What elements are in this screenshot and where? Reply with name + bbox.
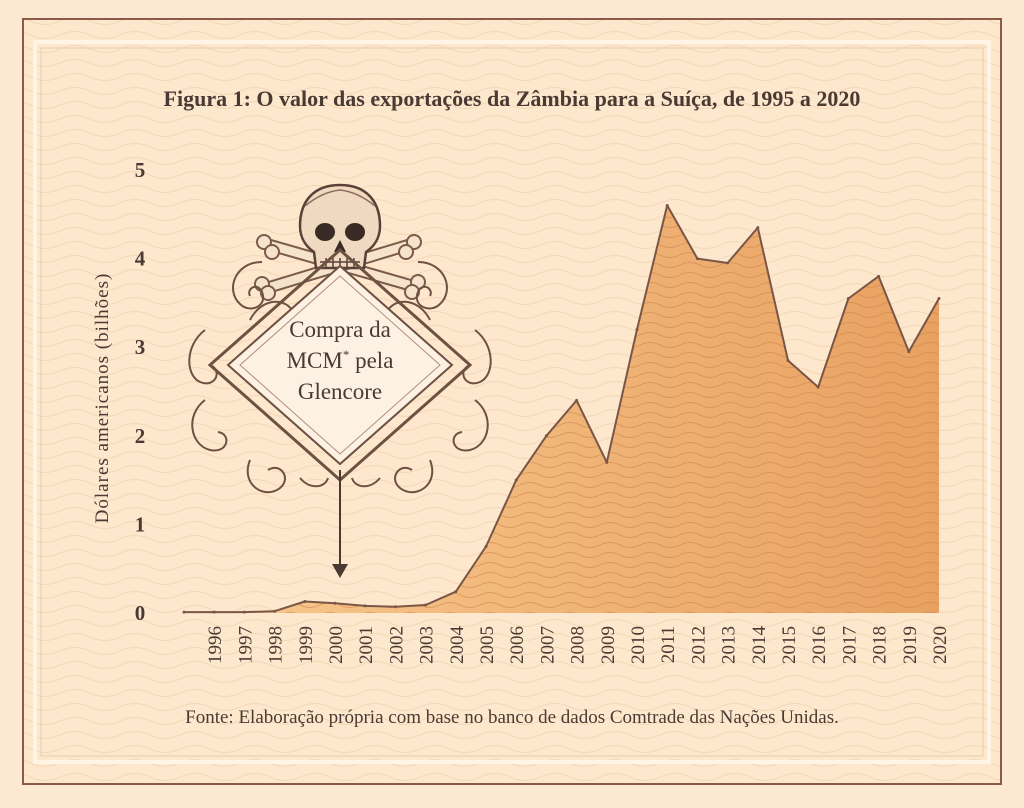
data-point-1997 [242, 610, 246, 614]
x-tick-label: 2020 [930, 626, 951, 664]
annotation-line-2: MCM* pela [287, 347, 394, 373]
data-point-1999 [303, 599, 307, 603]
data-point-2010 [635, 327, 639, 331]
x-tick-label: 2013 [719, 626, 740, 664]
data-point-1998 [273, 609, 277, 613]
x-tick-label: 2014 [749, 626, 770, 665]
x-tick-labels: 1996 1997 1998 1999 2000 2001 2002 2003 2004 2005… [205, 626, 951, 665]
x-tick-label: 2012 [688, 626, 709, 664]
x-tick-label: 2009 [598, 626, 619, 664]
x-tick-label: 2010 [628, 626, 649, 664]
inner-frame-light [33, 40, 991, 764]
series-line [184, 204, 940, 614]
data-point-2018 [877, 274, 881, 278]
x-tick-label: 2019 [900, 626, 921, 664]
data-point-2012 [695, 257, 699, 261]
data-point-2016 [816, 385, 820, 389]
x-tick-label: 1999 [296, 626, 317, 664]
y-tick-label: 0 [135, 601, 146, 625]
data-point-2020 [937, 296, 941, 300]
data-point-2008 [575, 398, 579, 402]
x-tick-label: 2002 [386, 626, 407, 664]
data-point-2014 [756, 226, 760, 230]
annotation-line-3: Glencore [298, 379, 382, 404]
area-texture [184, 205, 939, 613]
y-tick-label: 5 [135, 158, 146, 182]
x-tick-label: 2000 [326, 626, 347, 664]
data-point-2005 [484, 545, 488, 549]
data-point-2004 [454, 590, 458, 594]
data-point-2000 [333, 601, 337, 605]
x-tick-label: 2003 [417, 626, 438, 664]
data-point-2013 [726, 261, 730, 265]
y-tick-label: 1 [135, 512, 146, 536]
inner-frame [40, 47, 984, 757]
x-tick-label: 2016 [809, 626, 830, 664]
annotation-line-1: Compra da [289, 317, 391, 342]
x-tick-label: 2005 [477, 626, 498, 664]
chart-title: Figura 1: O valor das exportações da Zâm… [164, 86, 861, 111]
y-tick-labels: 0 1 2 3 4 5 [135, 158, 146, 625]
data-point-2009 [605, 460, 609, 464]
scroll-ornament [188, 261, 492, 494]
data-point-2017 [846, 296, 850, 300]
x-tick-label: 2007 [537, 626, 558, 664]
x-tick-label: 2001 [356, 626, 377, 664]
annotation-frame [226, 264, 454, 466]
source-note: Fonte: Elaboração própria com base no ba… [185, 707, 839, 728]
data-point-2006 [514, 478, 518, 482]
x-tick-label: 2006 [507, 626, 528, 664]
x-tick-label: 2011 [658, 626, 679, 663]
x-tick-label: 2008 [568, 626, 589, 664]
annotation-ornament: Compra da MCM* pela Glencore [188, 183, 492, 578]
data-point-2003 [424, 603, 428, 607]
annotation-arrow-head [332, 564, 348, 578]
y-axis-label: Dólares americanos (bilhões) [92, 273, 113, 524]
x-tick-label: 2004 [447, 626, 468, 665]
x-tick-label: 2018 [870, 626, 891, 664]
data-point-2011 [665, 203, 669, 207]
x-tick-label: 2015 [779, 626, 800, 664]
x-tick-label: 1997 [235, 626, 256, 664]
x-tick-label: 1998 [266, 626, 287, 664]
area-series [182, 203, 941, 614]
data-point-2002 [393, 605, 397, 609]
data-point-1995 [182, 610, 186, 614]
x-tick-label: 1996 [205, 626, 226, 664]
y-tick-label: 3 [135, 335, 146, 359]
data-point-2007 [544, 434, 548, 438]
y-tick-label: 4 [135, 247, 146, 271]
x-tick-label: 2017 [839, 626, 860, 664]
data-point-2015 [786, 358, 790, 362]
data-point-2001 [363, 604, 367, 608]
data-point-1996 [212, 610, 216, 614]
data-point-2019 [907, 350, 911, 354]
y-tick-label: 2 [135, 424, 146, 448]
